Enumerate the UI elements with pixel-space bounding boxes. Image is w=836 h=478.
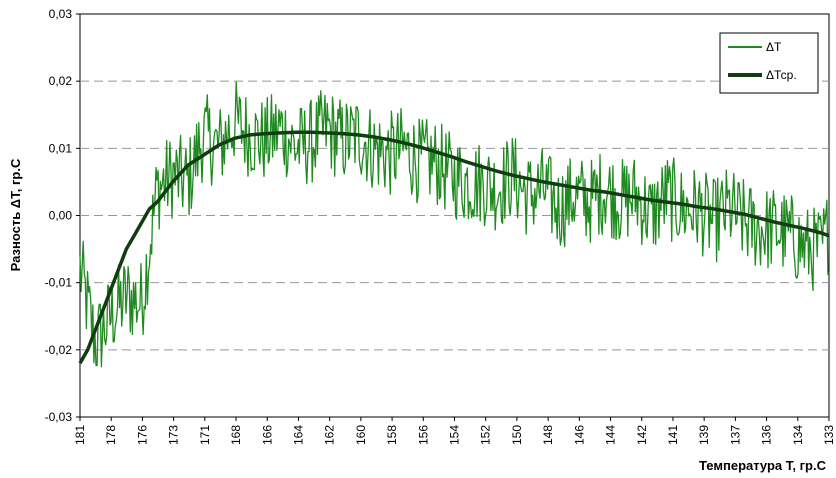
x-tick-label: 139 (697, 425, 711, 445)
x-tick-label: 164 (291, 425, 305, 445)
x-tick-label: 133 (822, 425, 836, 445)
x-tick-label: 150 (510, 425, 524, 445)
x-tick-label: 141 (666, 425, 680, 445)
x-tick-label: 146 (572, 425, 586, 445)
y-tick-label: 0,02 (49, 74, 73, 88)
y-tick-label: 0,00 (49, 209, 73, 223)
y-tick-label: 0,03 (49, 7, 73, 21)
y-tick-label: 0,01 (49, 141, 73, 155)
legend-box (719, 32, 819, 94)
x-tick-label: 136 (760, 425, 774, 445)
x-tick-label: 158 (385, 425, 399, 445)
x-tick-label: 173 (167, 425, 181, 445)
x-tick-label: 148 (541, 425, 555, 445)
x-axis-title: Температура Т, гр.С (699, 458, 827, 473)
x-tick-label: 162 (323, 425, 337, 445)
x-tick-label: 154 (448, 425, 462, 445)
legend: ΔТ ΔТср. (719, 32, 819, 94)
x-tick-label: 142 (635, 425, 649, 445)
x-tick-label: 134 (791, 425, 805, 445)
legend-label-mean: ΔТср. (766, 68, 797, 82)
y-tick-label: -0,03 (45, 410, 73, 424)
series-line-mean (78, 130, 830, 365)
x-tick-label: 160 (354, 425, 368, 445)
legend-label-raw: ΔТ (766, 40, 782, 54)
x-tick-label: 144 (604, 425, 618, 445)
x-tick-label: 178 (104, 425, 118, 445)
x-tick-label: 168 (229, 425, 243, 445)
x-tick-label: 156 (416, 425, 430, 445)
x-tick-labels: 181 178 176 173 171 168 166 164 162 160 158 156 154 1… (73, 417, 836, 445)
x-tick-label: 181 (73, 425, 87, 445)
x-tick-label: 137 (728, 425, 742, 445)
series-layer (78, 81, 830, 368)
x-tick-label: 152 (479, 425, 493, 445)
x-tick-label: 166 (260, 425, 274, 445)
x-tick-label: 176 (135, 425, 149, 445)
y-axis-title: Разность ΔТ, гр.С (8, 158, 23, 271)
x-tick-label: 171 (198, 425, 212, 445)
y-tick-label: -0,01 (45, 276, 73, 290)
y-tick-label: -0,02 (45, 343, 73, 357)
grid-lines (80, 80, 829, 351)
y-tick-labels: -0,03 -0,02 -0,01 0,00 0,01 0,02 0,03 (45, 7, 80, 424)
